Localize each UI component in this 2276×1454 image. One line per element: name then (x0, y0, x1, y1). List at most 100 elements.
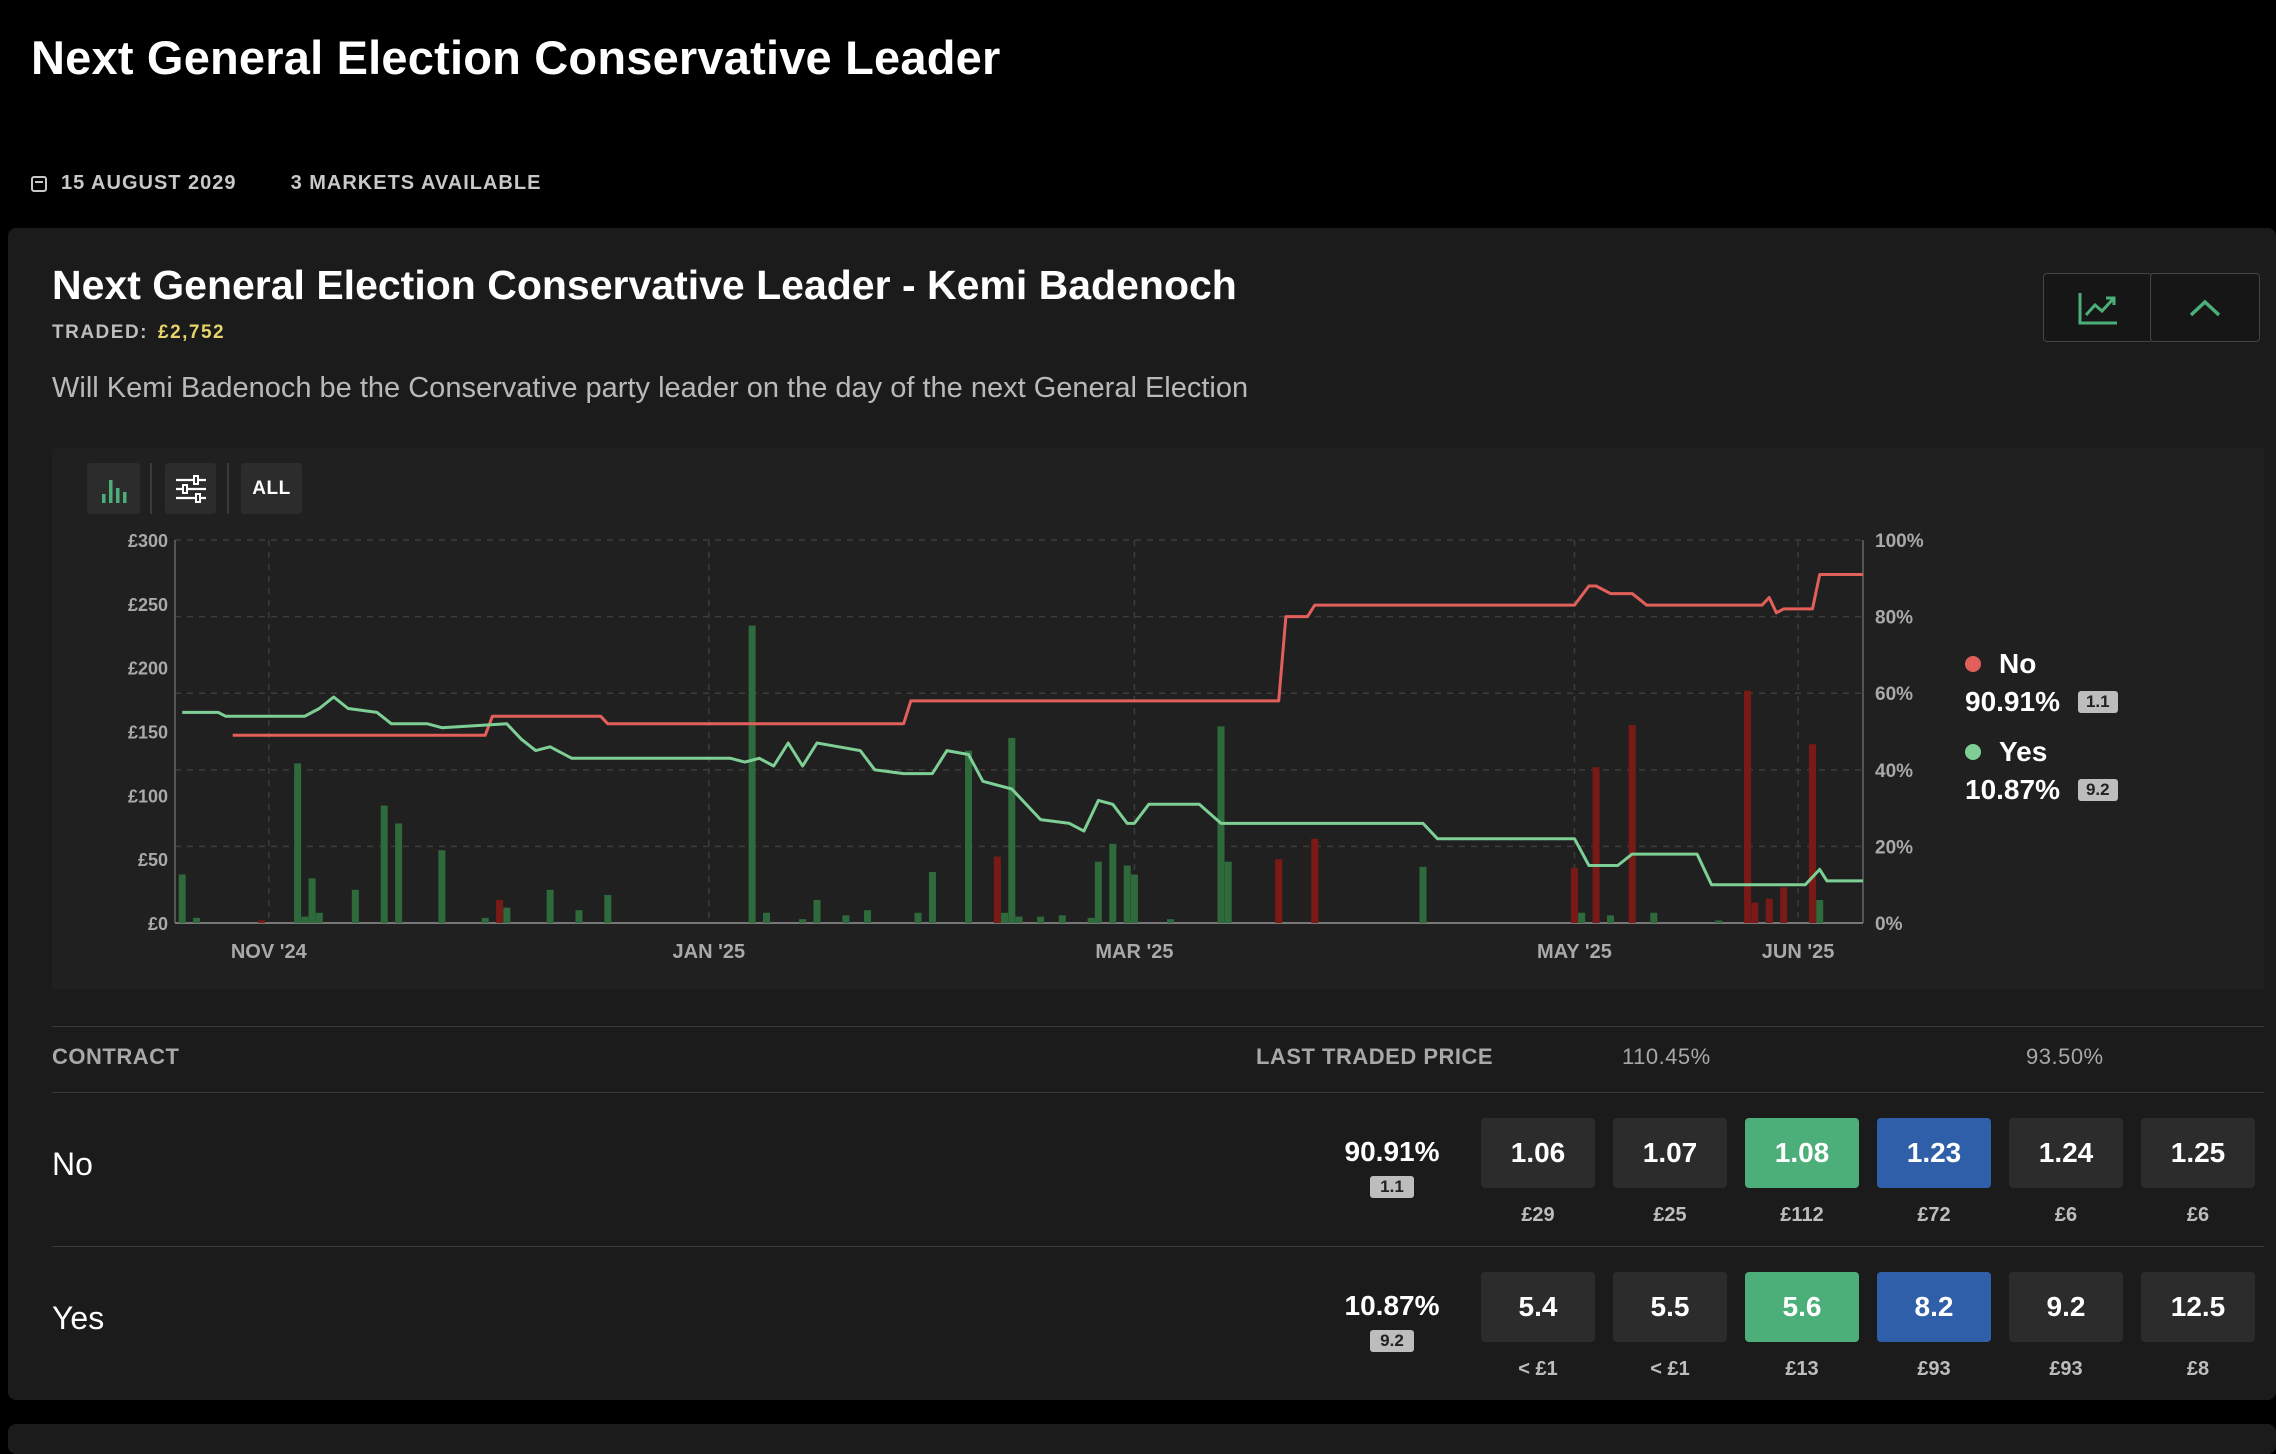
header-last-traded-price: LAST TRADED PRICE (1256, 1044, 1494, 1069)
header-divider (52, 1092, 2264, 1093)
x-tick-label: NOV '24 (231, 941, 308, 963)
volume-bar (546, 889, 554, 923)
volume-bar (842, 915, 850, 923)
stake-amount: £13 (1785, 1358, 1819, 1380)
price-value[interactable]: 5.5 (1613, 1272, 1727, 1342)
contract-name-yes: Yes (52, 1300, 105, 1336)
y-right-tick-label: 40% (1875, 761, 1913, 782)
price-line-yes (182, 695, 1863, 887)
event-date: 15 AUGUST 2029 (61, 172, 237, 194)
volume-bar (1224, 861, 1232, 923)
y-left-tick-label: £300 (128, 531, 168, 551)
price-value[interactable]: 1.25 (2141, 1118, 2255, 1188)
price-cell-plain[interactable]: 1.06 £29 (1481, 1118, 1595, 1227)
y-right-tick-label: 80% (1875, 608, 1913, 629)
volume-bar (748, 625, 756, 923)
ltp-odds-badge: 9.2 (1370, 1330, 1414, 1352)
price-cell-plain[interactable]: 1.07 £25 (1613, 1118, 1727, 1227)
price-cell-plain[interactable]: 1.24 £6 (2009, 1118, 2123, 1227)
legend-no-pct: 90.91% (1965, 686, 2060, 717)
volume-bar (604, 894, 612, 923)
traded-volume: TRADED: £2,752 (52, 322, 225, 344)
legend-yes: Yes 10.87% 9.2 (1965, 736, 2118, 806)
stake-amount: £112 (1780, 1204, 1824, 1226)
volume-bar (864, 910, 872, 923)
volume-bar (914, 912, 922, 923)
price-cell-plain[interactable]: 12.5 £8 (2141, 1272, 2255, 1381)
event-meta: 15 AUGUST 2029 3 MARKETS AVAILABLE (31, 172, 541, 195)
volume-bar (1751, 902, 1759, 923)
volume-bar (1008, 737, 1016, 923)
price-value[interactable]: 1.06 (1481, 1118, 1595, 1188)
price-value[interactable]: 1.07 (1613, 1118, 1727, 1188)
price-value[interactable]: 9.2 (2009, 1272, 2123, 1342)
header-lay-overround: 93.50% (2026, 1044, 2104, 1069)
price-cell-plain[interactable]: 9.2 £93 (2009, 1272, 2123, 1381)
price-line-no (232, 573, 1863, 737)
collapse-button[interactable] (2150, 273, 2260, 342)
volume-bar (993, 856, 1001, 923)
volume-bar (1809, 744, 1817, 923)
volume-bar (301, 916, 309, 923)
volume-bar (1130, 874, 1138, 923)
price-value[interactable]: 5.6 (1745, 1272, 1859, 1342)
price-value[interactable]: 1.23 (1877, 1118, 1991, 1188)
price-value[interactable]: 5.4 (1481, 1272, 1595, 1342)
volume-bar (1419, 866, 1427, 923)
stake-amount: £8 (2186, 1358, 2210, 1380)
volume-bar (380, 805, 388, 923)
volume-bar (575, 910, 583, 923)
volume-toggle-button[interactable] (87, 463, 140, 514)
volume-bar (1592, 767, 1600, 923)
traded-value: £2,752 (158, 322, 226, 343)
legend-yes-odds: 9.2 (2077, 779, 2118, 801)
volume-bar (813, 900, 821, 923)
legend-no-label: No (1999, 648, 2037, 679)
price-value[interactable]: 1.08 (1745, 1118, 1859, 1188)
price-value[interactable]: 8.2 (1877, 1272, 1991, 1342)
stake-amount: < £1 (1518, 1358, 1558, 1380)
stake-amount: £6 (2054, 1204, 2078, 1226)
contract-name-no: No (52, 1146, 93, 1182)
stake-amount: £6 (2186, 1204, 2210, 1226)
volume-bar (193, 917, 201, 923)
page-title: Next General Election Conservative Leade… (31, 31, 1001, 84)
price-cell-plain[interactable]: 5.5 < £1 (1613, 1272, 1727, 1381)
volume-bar (1715, 920, 1723, 923)
market-description: Will Kemi Badenoch be the Conservative p… (52, 372, 1249, 404)
price-cell-plain[interactable]: 5.4 < £1 (1481, 1272, 1595, 1381)
volume-bar (395, 823, 403, 923)
range-all-button[interactable]: ALL (241, 463, 302, 514)
price-cell-back[interactable]: 1.08 £112 (1745, 1118, 1859, 1227)
volume-bar (965, 750, 973, 923)
volume-bar (1087, 917, 1095, 923)
ltp-odds-badge: 1.1 (1370, 1176, 1414, 1198)
volume-bar (258, 920, 266, 923)
volume-bar (928, 871, 936, 923)
y-right-tick-label: 100% (1875, 531, 1924, 552)
ltp-pct: 90.91% (1344, 1136, 1440, 1167)
chart-settings-button[interactable] (165, 463, 216, 514)
calendar-icon (31, 175, 47, 192)
legend-yes-label: Yes (1999, 736, 2048, 767)
last-traded-yes: 10.87% 9.2 (1322, 1290, 1462, 1352)
price-value[interactable]: 1.24 (2009, 1118, 2123, 1188)
y-right-tick-label: 0% (1875, 914, 1903, 935)
price-cell-lay[interactable]: 8.2 £93 (1877, 1272, 1991, 1381)
y-right-tick-label: 60% (1875, 684, 1913, 705)
volume-bar (799, 919, 807, 923)
y-right-tick-label: 20% (1875, 837, 1913, 858)
legend-yes-pct: 10.87% (1965, 774, 2060, 805)
volume-bar (1037, 916, 1045, 923)
volume-bar (1570, 868, 1578, 923)
price-cell-plain[interactable]: 1.25 £6 (2141, 1118, 2255, 1227)
volume-bar (1744, 690, 1752, 923)
volume-bar (481, 917, 489, 923)
volume-bar (1816, 900, 1824, 923)
stake-amount: £93 (2049, 1358, 2083, 1380)
price-cell-back[interactable]: 5.6 £13 (1745, 1272, 1859, 1381)
markets-available: 3 MARKETS AVAILABLE (290, 172, 542, 194)
chart-toggle-button[interactable] (2043, 273, 2153, 342)
price-value[interactable]: 12.5 (2141, 1272, 2255, 1342)
price-cell-lay[interactable]: 1.23 £72 (1877, 1118, 1991, 1227)
